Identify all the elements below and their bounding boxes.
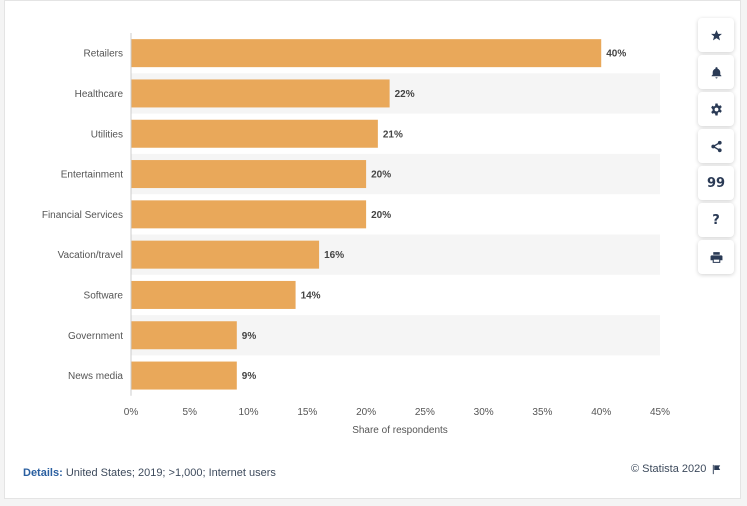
chart-toolbar: 99 ? <box>698 18 736 274</box>
bar[interactable] <box>131 119 378 148</box>
category-label: Software <box>84 290 124 301</box>
details-text: United States; 2019; >1,000; Internet us… <box>65 467 276 479</box>
copyright-text: © Statista 2020 <box>631 463 707 475</box>
quote-icon: 99 <box>706 175 726 191</box>
flag-icon <box>713 464 721 474</box>
category-label: Healthcare <box>75 89 124 100</box>
bar[interactable] <box>131 280 296 309</box>
x-tick-label: 25% <box>415 407 435 418</box>
x-tick-label: 40% <box>591 407 611 418</box>
share-button[interactable] <box>698 129 734 163</box>
x-tick-label: 30% <box>474 407 494 418</box>
category-label: Retailers <box>84 49 123 60</box>
x-tick-label: 0% <box>124 407 139 418</box>
x-tick-label: 20% <box>356 407 376 418</box>
details-note: Details: United States; 2019; >1,000; In… <box>23 467 276 479</box>
chart-card: Retailers Healthcare Utilities Entertainmen… <box>4 0 741 499</box>
category-label: Entertainment <box>61 170 123 181</box>
value-label: 40% <box>606 49 626 60</box>
help-button[interactable]: ? <box>698 203 734 237</box>
print-icon <box>710 251 722 263</box>
category-label: News media <box>68 371 123 382</box>
category-label: Financial Services <box>42 210 123 221</box>
share-icon <box>710 140 722 152</box>
bar[interactable] <box>131 79 390 108</box>
x-tick-label: 15% <box>297 407 317 418</box>
value-label: 14% <box>301 290 321 301</box>
bar[interactable] <box>131 240 320 269</box>
value-label: 16% <box>324 250 344 261</box>
details-label: Details: <box>23 467 63 479</box>
x-axis-label: Share of respondents <box>352 425 448 436</box>
bar[interactable] <box>131 361 237 390</box>
value-label: 9% <box>242 331 257 342</box>
star-icon <box>710 29 722 40</box>
x-tick-label: 5% <box>183 407 198 418</box>
x-tick-label: 35% <box>532 407 552 418</box>
bar[interactable] <box>131 39 602 68</box>
category-label: Government <box>68 331 123 342</box>
bar[interactable] <box>131 160 367 189</box>
value-label: 20% <box>371 210 391 221</box>
x-tick-label: 10% <box>239 407 259 418</box>
help-icon: ? <box>712 212 720 228</box>
settings-button[interactable] <box>698 92 734 126</box>
value-label: 9% <box>242 371 257 382</box>
category-label: Utilities <box>91 129 123 140</box>
value-label: 22% <box>395 89 415 100</box>
print-button[interactable] <box>698 240 734 274</box>
value-label: 20% <box>371 170 391 181</box>
bar[interactable] <box>131 321 237 350</box>
bell-icon <box>711 66 721 78</box>
bar-chart: Retailers Healthcare Utilities Entertainmen… <box>42 33 670 436</box>
gear-icon <box>710 103 722 115</box>
value-label: 21% <box>383 129 403 140</box>
category-label: Vacation/travel <box>58 250 123 261</box>
notification-button[interactable] <box>698 55 734 89</box>
x-tick-label: 45% <box>650 407 670 418</box>
bar[interactable] <box>131 200 367 229</box>
cite-button[interactable]: 99 <box>698 166 734 200</box>
favorite-button[interactable] <box>698 18 734 52</box>
copyright-link[interactable]: © Statista 2020 <box>631 463 722 475</box>
